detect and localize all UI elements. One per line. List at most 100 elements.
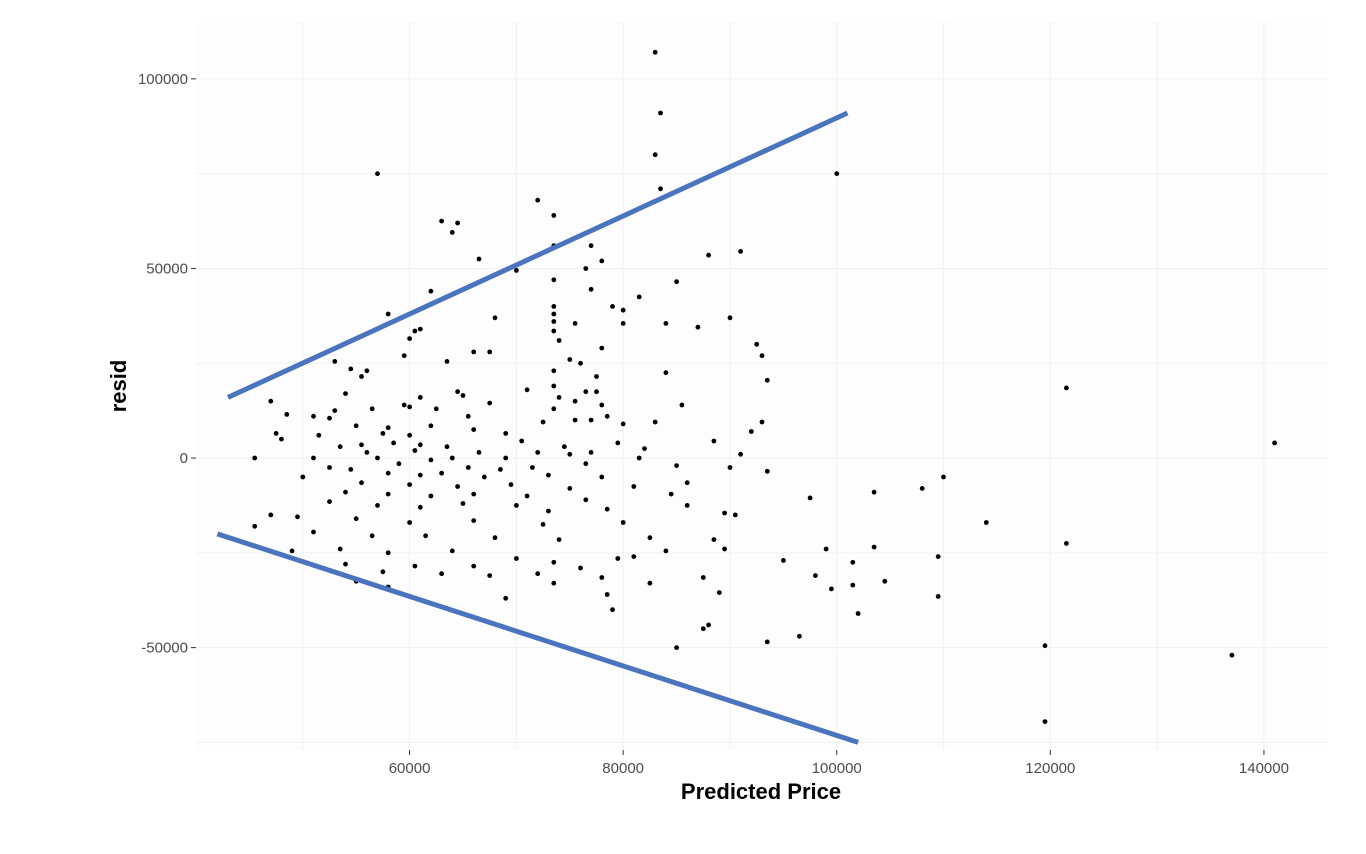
data-point [871,544,877,550]
data-point [738,249,743,254]
data-point [268,398,274,404]
data-point [834,171,840,177]
data-point [524,493,530,499]
data-point [449,230,455,235]
data-point [439,470,444,476]
data-point [588,417,594,423]
data-point [588,450,594,455]
data-point [583,461,589,467]
data-point [983,520,989,525]
data-point [311,455,316,461]
y-tick-label: 50000 [146,260,188,277]
data-point [674,463,679,468]
data-point [642,446,647,451]
data-point [636,294,642,300]
data-point [732,512,738,518]
data-point [252,523,258,529]
data-point [583,389,589,395]
data-point [332,359,338,364]
data-point [850,559,856,565]
data-point [519,438,525,444]
data-point [359,480,364,486]
data-point [764,468,770,474]
plot-panel [196,22,1328,750]
data-point [385,425,391,431]
bound-lines [216,110,859,745]
data-point [503,431,509,436]
data-point [391,440,396,446]
data-point [572,398,578,404]
data-point [300,474,306,480]
data-point [551,368,557,374]
x-tick-label: 80000 [602,760,644,777]
data-point [711,438,717,444]
data-point [385,550,391,556]
data-point [1042,643,1048,649]
data-point [652,49,658,55]
data-point [935,594,941,599]
data-point [343,391,348,396]
data-point [471,518,477,523]
data-point [481,474,487,480]
data-point [460,501,466,506]
data-point [604,413,610,419]
data-point [279,436,284,442]
data-point [594,389,599,395]
data-point [588,286,594,292]
data-point [567,451,573,457]
data-point [620,421,626,427]
data-point [385,311,391,317]
data-point [401,402,407,408]
data-point [396,461,402,467]
data-point [668,491,674,497]
data-point [492,535,498,541]
data-point [759,353,765,359]
data-point [455,389,460,395]
data-point [369,406,375,412]
data-point [1042,719,1048,724]
data-point [578,565,583,571]
data-point [353,516,359,522]
data-point [327,415,332,421]
data-point [764,377,770,383]
x-tick-label: 60000 [389,760,431,777]
lower-bound-line [216,531,859,745]
data-point [631,554,637,559]
data-point [487,400,493,406]
data-point [882,578,888,584]
data-point [364,450,370,455]
data-point [433,406,439,412]
data-point [551,319,557,324]
data-point [620,321,626,326]
data-point [599,402,605,408]
data-point [311,529,316,535]
data-point [535,571,541,577]
data-point [1064,541,1069,546]
data-point [471,563,477,569]
data-point [652,152,658,158]
data-point [530,465,535,470]
data-point [684,480,690,486]
data-point [369,533,375,539]
data-point [375,503,380,508]
data-point [412,328,418,334]
data-point [727,315,733,321]
y-tick-label: 100000 [138,71,188,88]
data-point [380,569,386,575]
data-point [417,472,423,478]
data-point [327,499,332,504]
data-point [551,559,557,565]
data-point [289,548,295,554]
data-point [754,341,760,347]
upper-bound-line [226,110,849,400]
data-point [599,258,605,264]
data-point [615,556,621,561]
data-point [359,442,364,448]
data-point [524,387,530,393]
data-point [599,474,605,480]
data-point [610,304,615,309]
data-point [337,444,343,450]
data-point [412,563,418,569]
data-point [658,110,663,116]
